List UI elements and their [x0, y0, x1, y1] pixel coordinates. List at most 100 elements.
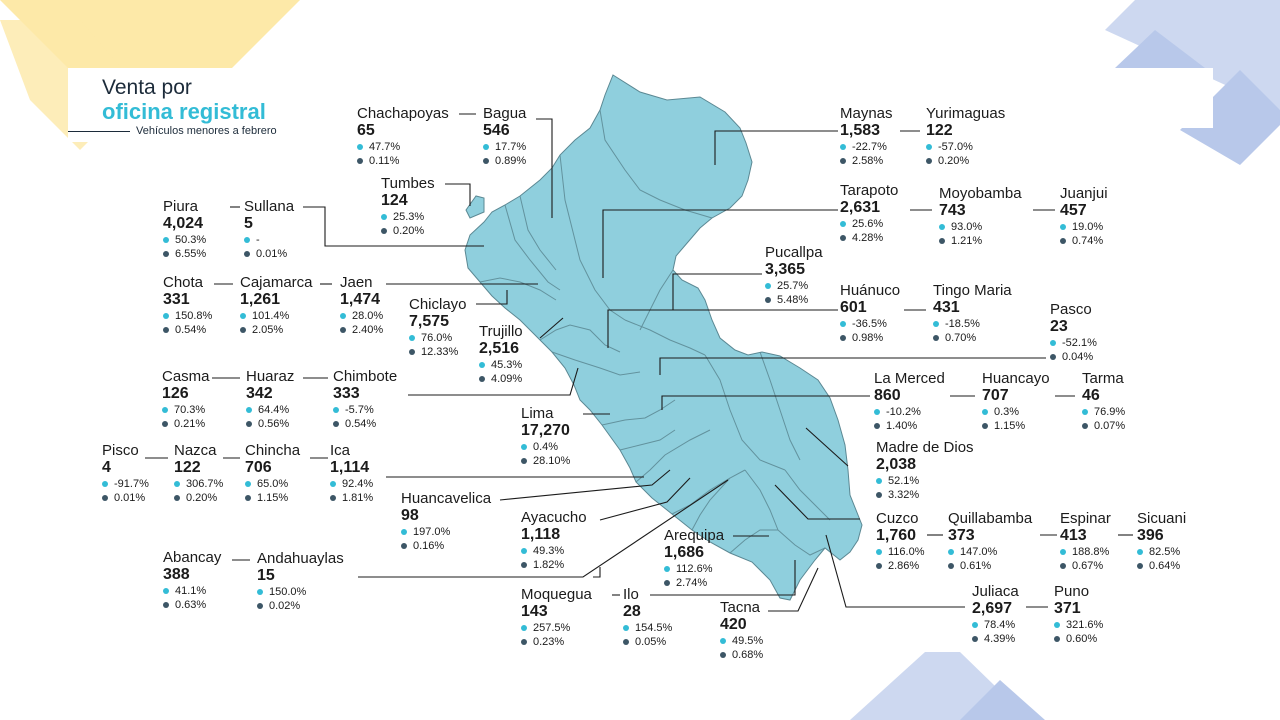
office-name: Juliaca [972, 583, 1019, 600]
share-percent: 28.10% [533, 455, 571, 467]
office-sales-value: 371 [1054, 600, 1081, 617]
share-row: 3.32% [876, 488, 974, 502]
growth-percent: -22.7% [852, 141, 887, 153]
share-percent: 0.60% [1066, 633, 1098, 645]
share-dot-icon [874, 423, 880, 429]
office-chiclayo: Chiclayo 7,575 76.0% 12.33% [409, 296, 467, 359]
share-percent: 2.86% [888, 560, 920, 572]
growth-row: 47.7% [357, 140, 449, 154]
growth-row: 25.7% [765, 279, 823, 293]
office-name: Ayacucho [521, 509, 587, 526]
growth-row: 28.0% [340, 309, 383, 323]
office-sales-value: 4,024 [163, 215, 204, 232]
office-sales-value: 388 [163, 566, 190, 583]
growth-dot-icon [664, 566, 670, 572]
share-dot-icon [840, 235, 846, 241]
growth-row: -18.5% [933, 317, 1012, 331]
growth-row: 150.8% [163, 309, 212, 323]
growth-percent: 64.4% [258, 404, 290, 416]
growth-row: 49.5% [720, 634, 763, 648]
growth-row: 25.3% [381, 210, 435, 224]
share-row: 2.58% [840, 154, 893, 168]
office-name: La Merced [874, 370, 945, 387]
share-row: 0.98% [840, 331, 900, 345]
share-dot-icon [521, 562, 527, 568]
page-title-line2: oficina registral [102, 99, 266, 124]
share-percent: 0.01% [256, 248, 288, 260]
growth-row: 116.0% [876, 545, 925, 559]
office-jaen: Jaen 1,474 28.0% 2.40% [340, 274, 383, 337]
office-name: Chiclayo [409, 296, 467, 313]
share-percent: 2.58% [852, 155, 884, 167]
office-chota: Chota 331 150.8% 0.54% [163, 274, 212, 337]
growth-percent: 112.6% [676, 563, 713, 575]
office-abancay: Abancay 388 41.1% 0.63% [163, 549, 221, 612]
share-row: 4.28% [840, 231, 898, 245]
office-name: Juanjui [1060, 185, 1108, 202]
growth-row: 76.0% [409, 331, 467, 345]
share-row: 1.21% [939, 234, 1022, 248]
office-name: Bagua [483, 105, 527, 122]
office-name: Huancavelica [401, 490, 492, 507]
share-percent: 0.23% [533, 636, 565, 648]
share-row: 0.68% [720, 648, 763, 662]
office-juanjui: Juanjui 457 19.0% 0.74% [1060, 185, 1108, 248]
office-sales-value: 23 [1050, 318, 1068, 335]
growth-row: 197.0% [401, 525, 491, 539]
share-row: 1.81% [330, 491, 373, 505]
growth-dot-icon [162, 407, 168, 413]
office-sales-value: 1,474 [340, 291, 381, 308]
share-percent: 5.48% [777, 294, 809, 306]
growth-row: -36.5% [840, 317, 900, 331]
growth-row: -5.7% [333, 403, 397, 417]
growth-row: 0.4% [521, 440, 570, 454]
share-percent: 0.74% [1072, 235, 1104, 247]
share-dot-icon [163, 602, 169, 608]
share-percent: 2.40% [352, 324, 384, 336]
share-dot-icon [664, 580, 670, 586]
growth-percent: 150.8% [175, 310, 213, 322]
share-dot-icon [876, 492, 882, 498]
growth-dot-icon [240, 313, 246, 319]
growth-percent: 197.0% [413, 526, 451, 538]
office-sales-value: 1,583 [840, 122, 881, 139]
share-percent: 2.05% [252, 324, 284, 336]
office-name: Espinar [1060, 510, 1111, 527]
share-dot-icon [1054, 636, 1060, 642]
growth-dot-icon [765, 283, 771, 289]
growth-dot-icon [521, 625, 527, 631]
blue-deco-shape [1115, 30, 1205, 68]
share-dot-icon [926, 158, 932, 164]
tumbes-tip [465, 195, 485, 219]
office-sales-value: 126 [162, 385, 189, 402]
share-row: 12.33% [409, 345, 467, 359]
page-title-line1: Venta por [102, 76, 192, 99]
office-sales-value: 98 [401, 507, 419, 524]
office-ica: Ica 1,114 92.4% 1.81% [330, 442, 373, 505]
office-sales-value: 546 [483, 122, 510, 139]
growth-row: 92.4% [330, 477, 373, 491]
office-yurimaguas: Yurimaguas 122 -57.0% 0.20% [926, 105, 1005, 168]
growth-percent: -36.5% [852, 318, 887, 330]
growth-dot-icon [720, 638, 726, 644]
share-percent: 0.54% [345, 418, 377, 430]
growth-row: 64.4% [246, 403, 294, 417]
office-sicuani: Sicuani 396 82.5% 0.64% [1137, 510, 1186, 573]
growth-row: -22.7% [840, 140, 893, 154]
office-cuzco: Cuzco 1,760 116.0% 2.86% [876, 510, 925, 573]
office-sales-value: 331 [163, 291, 190, 308]
share-percent: 0.01% [114, 492, 146, 504]
office-sales-value: 17,270 [521, 422, 570, 439]
growth-dot-icon [245, 481, 251, 487]
growth-row: 17.7% [483, 140, 526, 154]
growth-row: 306.7% [174, 477, 223, 491]
share-percent: 0.61% [960, 560, 992, 572]
office-sales-value: 122 [174, 459, 201, 476]
office-sales-value: 396 [1137, 527, 1164, 544]
share-row: 0.61% [948, 559, 1032, 573]
office-sales-value: 342 [246, 385, 273, 402]
growth-percent: 41.1% [175, 585, 207, 597]
share-percent: 12.33% [421, 346, 459, 358]
office-sales-value: 46 [1082, 387, 1100, 404]
growth-dot-icon [246, 407, 252, 413]
